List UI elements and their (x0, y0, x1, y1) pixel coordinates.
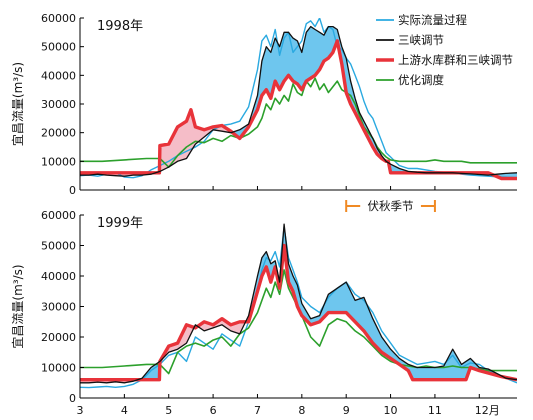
blue-fill-area (389, 163, 417, 173)
y-tick-label: 60000 (41, 209, 76, 222)
y-tick-label: 50000 (41, 41, 76, 54)
year-label: 1998年 (97, 19, 143, 34)
y-tick-label: 30000 (41, 98, 76, 111)
y-axis-label: 宜昌流量(m³/s) (10, 264, 25, 348)
series-line-three_gorges (80, 223, 517, 384)
x-tick-label: 7 (254, 404, 261, 417)
x-tick-label: 10 (384, 404, 398, 417)
x-tick-label: 12月 (475, 404, 500, 417)
x-tick-label: 3 (77, 404, 84, 417)
y-tick-label: 10000 (41, 155, 76, 168)
series-line-actual (80, 18, 517, 179)
plot-area (80, 223, 517, 389)
pink-fill-area (199, 318, 245, 334)
y-tick-label: 40000 (41, 270, 76, 283)
x-tick-label: 9 (343, 404, 350, 417)
x-tick-label: 5 (165, 404, 172, 417)
y-tick-label: 30000 (41, 301, 76, 314)
y-tick-label: 0 (69, 184, 76, 197)
series-line-three_gorges (80, 25, 517, 177)
legend-label-optimized: 优化调度 (398, 73, 444, 87)
panel-1: 0 10000 20000 30000 40000 50000 60000 宜昌流量(m³/s… (10, 12, 517, 213)
y-tick-label: 20000 (41, 127, 76, 140)
y-tick-label: 40000 (41, 69, 76, 82)
x-tick-label: 4 (121, 404, 128, 417)
blue-fill-area (232, 26, 385, 161)
y-tick-label: 20000 (41, 331, 76, 344)
series-line-optimized (80, 77, 517, 168)
y-tick-label: 60000 (41, 12, 76, 25)
x-tick-label: 6 (210, 404, 217, 417)
legend-label-upstream_three_gorges: 上游水库群和三峡调节 (398, 53, 513, 67)
legend-label-actual: 实际流量过程 (398, 13, 467, 27)
plot-area (80, 18, 517, 181)
legend-label-three_gorges: 三峡调节 (398, 33, 444, 47)
year-label: 1999年 (97, 216, 143, 231)
panel-2: 0 10000 20000 30000 40000 50000 60000 宜昌流量(m³/s… (10, 209, 517, 417)
y-axis-label: 宜昌流量(m³/s) (10, 62, 25, 146)
y-tick-label: 10000 (41, 362, 76, 375)
x-tick-label: 11 (428, 404, 442, 417)
x-tick-label: 8 (298, 404, 305, 417)
annotation-label: 伏秋季节 (368, 199, 414, 213)
y-tick-label: 50000 (41, 240, 76, 253)
series-line-upstream_three_gorges (80, 243, 517, 382)
y-tick-label: 0 (69, 392, 76, 405)
